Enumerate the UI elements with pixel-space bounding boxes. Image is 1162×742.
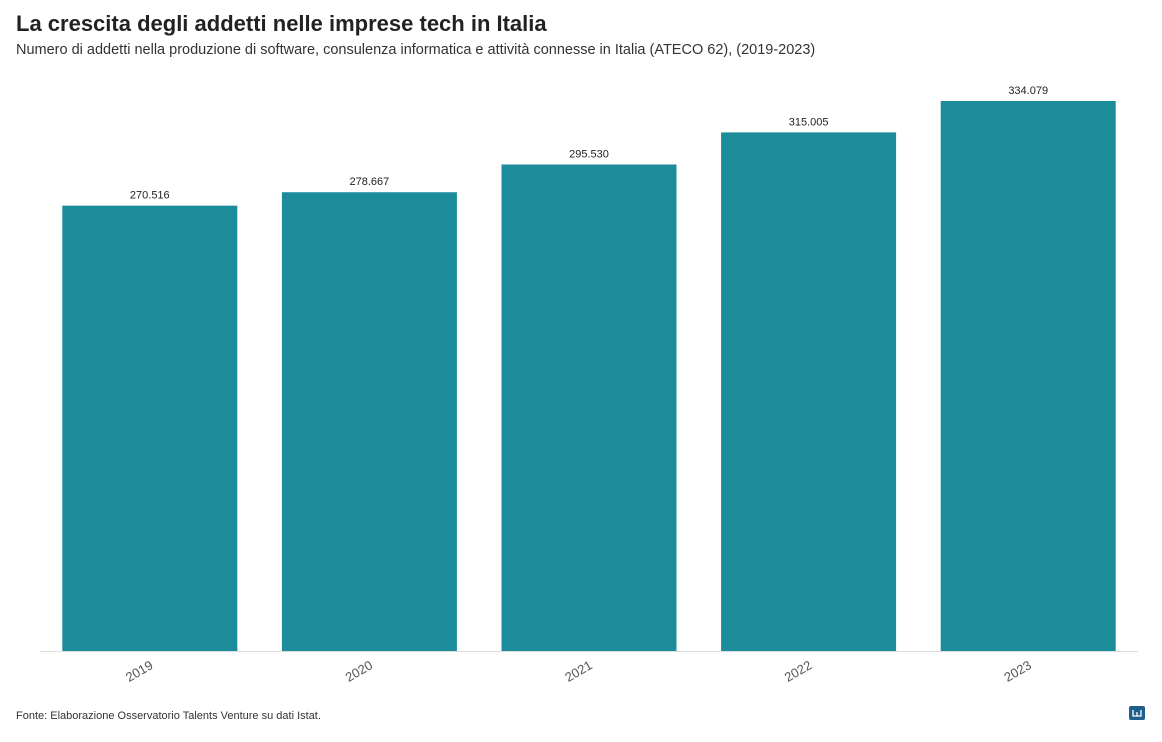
chart-subtitle: Numero di addetti nella produzione di so… <box>16 42 815 58</box>
bar <box>62 205 238 651</box>
bar <box>940 101 1116 651</box>
x-tick-label: 2021 <box>562 657 595 684</box>
logo <box>1129 706 1145 720</box>
x-tick-label: 2023 <box>1001 657 1034 684</box>
source-note: Fonte: Elaborazione Osservatorio Talents… <box>16 710 321 722</box>
x-tick-label: 2019 <box>123 657 156 684</box>
chart-title: La crescita degli addetti nelle imprese … <box>16 11 547 36</box>
value-label: 295.530 <box>569 148 609 160</box>
bar <box>501 164 677 652</box>
x-tick-label: 2020 <box>343 657 376 684</box>
bar <box>281 192 457 652</box>
value-label: 270.516 <box>130 190 170 202</box>
value-label: 334.079 <box>1008 85 1048 97</box>
x-tick-label: 2022 <box>782 657 815 684</box>
value-label: 278.667 <box>350 176 390 188</box>
bar <box>721 132 897 651</box>
value-label: 315.005 <box>789 116 829 128</box>
